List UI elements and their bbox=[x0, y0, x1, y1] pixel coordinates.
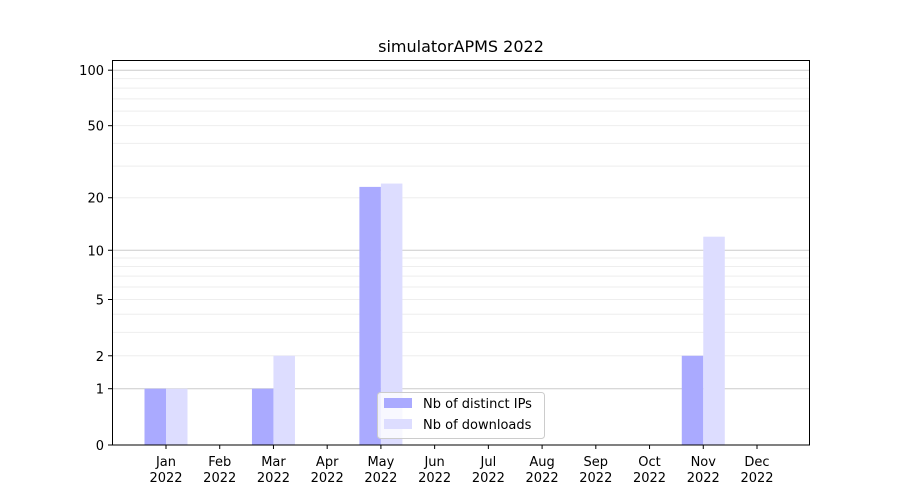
x-tick-label: 2022 bbox=[418, 471, 451, 486]
x-tick-label: 2022 bbox=[257, 471, 290, 486]
bar-downloads bbox=[273, 355, 295, 445]
x-tick-label: 2022 bbox=[311, 471, 344, 486]
x-tick-label: May bbox=[367, 455, 394, 470]
y-tick-label: 5 bbox=[96, 293, 104, 308]
x-tick-label: Oct bbox=[638, 455, 660, 470]
x-tick-label: Nov bbox=[691, 455, 717, 470]
plot-frame bbox=[112, 60, 810, 446]
x-tick-label: 2022 bbox=[633, 471, 666, 486]
x-tick-label: Jun bbox=[423, 455, 444, 470]
x-tick-label: 2022 bbox=[149, 471, 182, 486]
y-tick-label: 1 bbox=[96, 383, 104, 398]
bar-ips bbox=[681, 355, 704, 445]
legend-swatch bbox=[384, 398, 412, 408]
x-tick-label: 2022 bbox=[203, 471, 236, 486]
x-tick-label: Feb bbox=[208, 455, 231, 470]
bar-ips bbox=[251, 388, 274, 445]
x-tick-label: Jan bbox=[155, 455, 176, 470]
legend-label: Nb of distinct IPs bbox=[423, 397, 532, 412]
bar-downloads bbox=[166, 388, 188, 445]
x-tick-label: 2022 bbox=[579, 471, 612, 486]
bar-ips bbox=[144, 388, 166, 445]
legend-swatch bbox=[384, 419, 412, 429]
x-tick-label: 2022 bbox=[364, 471, 397, 486]
bar-downloads bbox=[380, 183, 403, 446]
x-tick-label: 2022 bbox=[740, 471, 773, 486]
x-tick-label: 2022 bbox=[687, 471, 720, 486]
x-tick-label: 2022 bbox=[472, 471, 505, 486]
legend-label: Nb of downloads bbox=[423, 418, 532, 433]
legend: Nb of distinct IPs Nb of downloads bbox=[377, 392, 545, 439]
y-tick-label: 50 bbox=[87, 120, 104, 135]
x-tick-label: Aug bbox=[529, 455, 554, 470]
x-tick-label: Dec bbox=[744, 455, 769, 470]
y-tick-label: 20 bbox=[87, 192, 104, 207]
y-tick-label: 0 bbox=[96, 439, 104, 454]
y-tick-label: 2 bbox=[96, 350, 104, 365]
y-tick-label: 10 bbox=[87, 244, 104, 259]
x-tick-label: 2022 bbox=[526, 471, 559, 486]
x-tick-label: Jul bbox=[480, 455, 497, 470]
legend-box bbox=[377, 392, 545, 439]
y-tick-label: 100 bbox=[79, 64, 104, 79]
x-tick-label: Apr bbox=[316, 455, 339, 470]
bar-downloads bbox=[703, 236, 725, 445]
bar-ips bbox=[359, 186, 381, 445]
x-tick-label: Mar bbox=[261, 455, 286, 470]
chart-title: simulatorAPMS 2022 bbox=[378, 37, 544, 56]
x-tick-label: Sep bbox=[584, 455, 609, 470]
